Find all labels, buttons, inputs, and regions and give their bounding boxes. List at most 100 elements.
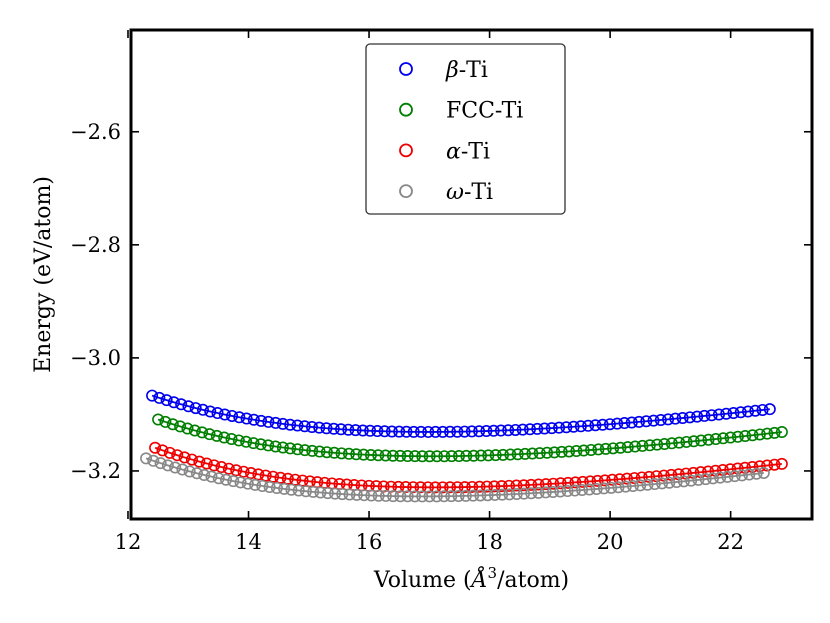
data-point-alpha-ti (185, 453, 198, 466)
data-point-fcc-ti (291, 443, 304, 456)
data-point-alpha-ti (517, 479, 530, 492)
data-point-beta-ti (589, 419, 602, 432)
data-point-fcc-ti (394, 449, 407, 462)
data-point-beta-ti (167, 396, 180, 409)
data-point-alpha-ti (421, 481, 434, 494)
data-point-beta-ti (531, 422, 544, 435)
data-point-alpha-ti (163, 446, 176, 459)
data-point-beta-ti (473, 425, 486, 438)
data-point-omega-ti (394, 490, 407, 503)
legend-label-omega-ti: ω-Ti (446, 180, 493, 205)
data-point-alpha-ti (311, 476, 324, 489)
series-omega-ti (140, 452, 770, 503)
data-point-fcc-ti (570, 444, 583, 457)
data-point-beta-ti (262, 415, 275, 428)
data-point-alpha-ti (473, 480, 486, 493)
data-point-alpha-ti (569, 476, 582, 489)
data-point-fcc-ti (174, 420, 187, 433)
data-point-alpha-ti (244, 467, 257, 480)
data-point-fcc-ti (665, 437, 678, 450)
data-point-fcc-ti (225, 432, 238, 445)
data-point-fcc-ti (350, 448, 363, 461)
data-point-omega-ti (263, 480, 276, 493)
data-point-beta-ti (444, 425, 457, 438)
data-point-beta-ti (400, 425, 413, 438)
legend-label-beta-ti: β-Ti (445, 58, 488, 83)
data-point-fcc-ti (761, 427, 774, 440)
data-point-omega-ti (336, 488, 349, 501)
data-point-beta-ti (603, 418, 616, 431)
data-point-omega-ti (663, 476, 676, 489)
data-point-omega-ti (721, 470, 734, 483)
data-point-fcc-ti (511, 448, 524, 461)
legend-marker-omega-ti (399, 184, 413, 199)
data-point-omega-ti (278, 482, 291, 495)
data-point-alpha-ti (510, 479, 523, 492)
y-tick-label-0: −2.6 (70, 120, 121, 144)
data-point-beta-ti (189, 402, 202, 415)
data-point-omega-ti (452, 490, 465, 503)
data-point-alpha-ti (414, 481, 427, 494)
data-point-fcc-ti (680, 435, 693, 448)
data-point-beta-ti (596, 418, 609, 431)
data-point-omega-ti (270, 481, 283, 494)
data-point-omega-ti (641, 478, 654, 491)
data-point-omega-ti (249, 478, 262, 491)
data-point-fcc-ti (372, 449, 385, 462)
data-point-fcc-ti (519, 447, 532, 460)
data-point-beta-ti (749, 404, 762, 417)
data-point-omega-ti (525, 487, 538, 500)
data-point-omega-ti (561, 485, 574, 498)
data-point-fcc-ti (585, 443, 598, 456)
data-point-beta-ti (436, 425, 449, 438)
data-point-beta-ti (632, 415, 645, 428)
data-point-omega-ti (583, 483, 596, 496)
data-point-omega-ti (198, 469, 211, 482)
data-point-beta-ti (705, 409, 718, 422)
ticks-layer: 12 14 16 18 20 22 −2.6 −2.8 −3.0 −3.2 (70, 30, 812, 554)
data-point-beta-ti (487, 424, 500, 437)
data-point-beta-ti (625, 416, 638, 429)
data-point-omega-ti (365, 489, 378, 502)
data-point-omega-ti (299, 485, 312, 498)
data-point-fcc-ti (775, 426, 788, 439)
data-point-alpha-ti (289, 473, 302, 486)
data-point-omega-ti (612, 481, 625, 494)
data-point-alpha-ti (576, 475, 589, 488)
data-point-fcc-ti (452, 450, 465, 463)
data-point-beta-ti (284, 418, 297, 431)
data-point-fcc-ti (643, 439, 656, 452)
data-point-omega-ti (256, 479, 269, 492)
data-point-omega-ti (161, 459, 174, 472)
data-point-omega-ti (212, 472, 225, 485)
data-point-alpha-ti (171, 449, 184, 462)
data-point-omega-ti (539, 486, 552, 499)
data-point-beta-ti (291, 419, 304, 432)
x-axis-label-exponent: 3 (488, 564, 498, 582)
data-point-fcc-ti (614, 441, 627, 454)
data-point-beta-ti (560, 421, 573, 434)
data-point-alpha-ti (768, 458, 781, 471)
data-point-beta-ti (364, 424, 377, 437)
data-point-beta-ti (356, 424, 369, 437)
x-tick-label-14: 14 (235, 530, 262, 554)
data-point-alpha-ti (252, 468, 265, 481)
data-point-beta-ti (516, 423, 529, 436)
data-point-omega-ti (314, 486, 327, 499)
data-point-alpha-ti (495, 480, 508, 493)
data-point-beta-ti (538, 422, 551, 435)
data-point-fcc-ti (731, 430, 744, 443)
data-point-beta-ti (553, 421, 566, 434)
data-point-beta-ti (502, 424, 515, 437)
data-point-omega-ti (656, 477, 669, 490)
data-point-fcc-ti (342, 447, 355, 460)
data-point-omega-ti (743, 468, 756, 481)
data-point-omega-ti (379, 489, 392, 502)
fit-line-alpha-ti (154, 446, 782, 489)
data-point-omega-ti (220, 473, 233, 486)
data-point-beta-ti (255, 414, 268, 427)
data-point-beta-ti (654, 413, 667, 426)
data-point-omega-ti (590, 482, 603, 495)
data-point-omega-ti (401, 490, 414, 503)
data-point-alpha-ti (222, 462, 235, 475)
